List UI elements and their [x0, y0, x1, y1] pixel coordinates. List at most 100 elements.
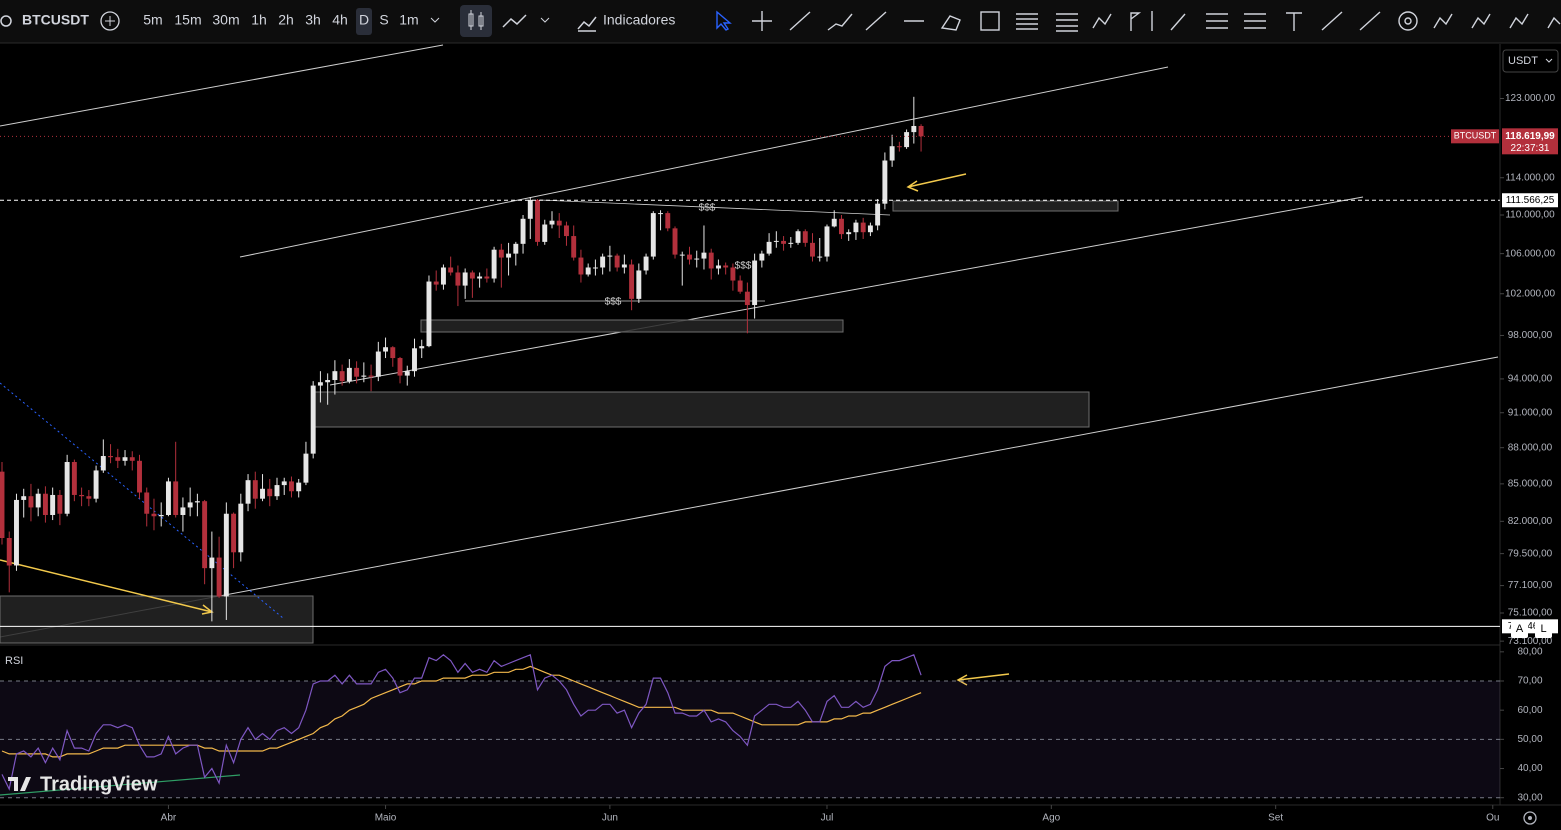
candle-body: [165, 481, 171, 515]
candle-body: [867, 225, 873, 233]
candle-body: [737, 280, 743, 292]
x-tick-label: Jul: [821, 813, 834, 824]
line-type-icon[interactable]: [502, 14, 527, 28]
interval[interactable]: 1h: [251, 12, 267, 28]
candle-body: [332, 371, 338, 381]
candle-body: [289, 481, 294, 492]
candle-body: [108, 456, 114, 458]
cursor-tool[interactable]: [716, 10, 732, 31]
price-tag: [1502, 128, 1558, 155]
candle-body: [296, 482, 302, 492]
y-tick-label: 123.000,00: [1505, 93, 1555, 104]
y-tick-label: 75.100,00: [1508, 608, 1553, 619]
candle-body: [28, 496, 34, 508]
settings-icon[interactable]: [1523, 811, 1537, 825]
interval[interactable]: 30m: [212, 12, 239, 28]
candle-body: [687, 254, 692, 260]
interval[interactable]: D: [359, 12, 369, 28]
candle-body: [701, 252, 707, 259]
candle-body: [629, 264, 635, 299]
candles-button[interactable]: [460, 5, 492, 37]
rsi-pane: [0, 653, 1500, 799]
candle-body: [520, 218, 526, 244]
log-scale-label: L: [1540, 623, 1546, 635]
candle-body: [245, 480, 251, 504]
candle-body: [469, 272, 475, 279]
candle-body: [129, 457, 135, 461]
currency-menu: [1545, 58, 1553, 63]
interval[interactable]: 15m: [174, 12, 201, 28]
interval-active: [356, 8, 372, 35]
interval[interactable]: 5m: [143, 12, 162, 28]
candle-body: [354, 367, 360, 377]
y-tick-label: 98.000,00: [1508, 330, 1553, 341]
rsi-tick-label: 40,00: [1517, 763, 1542, 774]
candle-body: [180, 507, 186, 515]
candle-body: [549, 220, 555, 225]
candle-body: [824, 226, 830, 257]
candle-body: [600, 256, 606, 268]
search-icon[interactable]: [0, 15, 12, 27]
rsi-tick-label: 60,00: [1517, 705, 1542, 716]
toolbar: [0, 0, 1561, 43]
candle-body: [607, 255, 613, 257]
x-tick-label: Ago: [1042, 813, 1060, 824]
y-tick-label: 73.100,00: [1508, 636, 1553, 647]
candle-body: [766, 241, 772, 254]
indicators-icon[interactable]: [577, 16, 597, 32]
candle-body: [361, 375, 367, 377]
y-tick-label: 85.000,00: [1508, 479, 1553, 490]
annotation: $$$: [735, 261, 752, 272]
candle-body: [694, 258, 700, 260]
auto-scale-button[interactable]: [1511, 620, 1528, 638]
interval[interactable]: 3h: [305, 12, 321, 28]
candle-body: [889, 146, 895, 161]
candle-body: [260, 488, 265, 499]
type-menu[interactable]: [540, 17, 550, 23]
candle-body: [802, 231, 808, 243]
candle-body: [404, 371, 410, 376]
candle-body: [100, 456, 106, 471]
log-scale-button[interactable]: [1535, 620, 1552, 638]
yellow-arrows: [0, 173, 967, 615]
candle-body: [426, 281, 432, 347]
logo: TradingView: [8, 773, 158, 795]
indicators-button[interactable]: Indicadores: [603, 12, 675, 28]
candle-body: [194, 501, 200, 503]
interval[interactable]: 4h: [332, 12, 348, 28]
interval[interactable]: 2h: [278, 12, 294, 28]
interval-menu[interactable]: [430, 17, 440, 23]
interval[interactable]: S: [379, 12, 388, 28]
candle-body: [643, 256, 649, 271]
add-symbol[interactable]: [100, 11, 120, 31]
candle-body: [57, 494, 63, 514]
drawing-tools[interactable]: [752, 11, 1561, 32]
candle-body: [419, 346, 425, 349]
symbol[interactable]: BTCUSDT: [22, 12, 89, 28]
y-tick-label: 106.000,00: [1505, 248, 1555, 259]
interval[interactable]: 1m: [399, 12, 418, 28]
candle-body: [390, 347, 396, 359]
price-pane: $$$ $$$ $$$: [0, 44, 1500, 644]
candle-body: [506, 253, 512, 258]
candle-body: [71, 462, 77, 495]
candle-body: [144, 492, 150, 514]
candle-body: [759, 253, 765, 261]
candle-body: [477, 276, 483, 279]
price-line-label: 74.146,13: [1508, 621, 1553, 632]
candle-body: [173, 481, 179, 515]
currency-button[interactable]: [1502, 49, 1559, 73]
candle-body: [317, 382, 323, 386]
candle-body: [375, 351, 381, 377]
logo-text: TradingView: [40, 773, 158, 795]
candle-body: [556, 220, 562, 226]
candle-body: [672, 228, 678, 255]
candle-body: [846, 232, 852, 235]
candle-body: [542, 224, 548, 242]
candle-body: [346, 367, 352, 382]
candle-body: [64, 462, 70, 514]
candle-body: [310, 385, 316, 454]
